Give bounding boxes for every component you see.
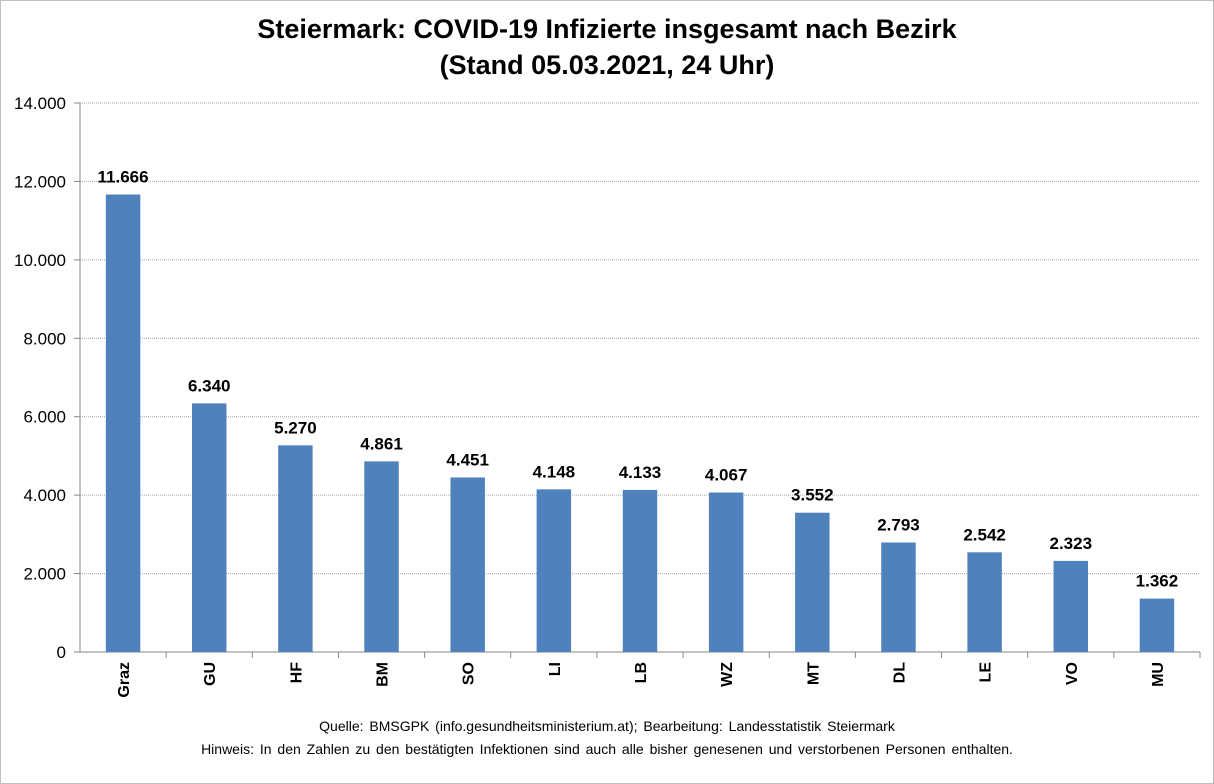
data-label: 4.451 (446, 450, 489, 469)
bar-dl (881, 542, 916, 652)
x-tick-label: BM (375, 662, 392, 687)
y-tick-label: 6.000 (23, 408, 66, 427)
data-label: 4.861 (360, 434, 403, 453)
bar-wz (708, 492, 744, 652)
data-label: 4.067 (705, 466, 748, 485)
y-tick-label: 8.000 (23, 329, 66, 348)
y-tick-label: 2.000 (23, 565, 66, 584)
bar-hf (278, 445, 313, 652)
x-tick-label: WZ (719, 662, 736, 687)
bar-bm (364, 461, 399, 652)
data-label: 11.666 (98, 168, 149, 187)
y-tick-label: 4.000 (23, 486, 66, 505)
x-tick-label: SO (461, 662, 478, 685)
data-label: 2.323 (1049, 534, 1092, 553)
x-tick-label: DL (891, 662, 908, 684)
y-tick-label: 10.000 (14, 251, 66, 270)
x-tick-label: HF (288, 662, 305, 684)
bar-mt (795, 512, 830, 652)
data-label: 4.133 (619, 463, 662, 482)
data-label: 5.270 (274, 418, 317, 437)
data-label: 2.542 (963, 525, 1006, 544)
x-tick-label: GU (202, 662, 219, 686)
data-label: 3.552 (791, 486, 834, 505)
y-tick-label: 14.000 (14, 94, 66, 113)
bar-graz (105, 194, 141, 653)
bar-lb (622, 489, 658, 652)
bar-vo (1053, 560, 1088, 652)
bar-li (536, 489, 572, 652)
x-tick-label: VO (1064, 662, 1081, 685)
hint-note: Hinweis: In den Zahlen zu den bestätigte… (201, 741, 1013, 757)
bar-le (967, 552, 1002, 652)
data-label: 4.148 (533, 462, 576, 481)
y-tick-label: 0 (57, 643, 66, 662)
data-label: 2.793 (877, 515, 920, 534)
y-tick-label: 12.000 (14, 172, 66, 191)
data-label: 6.340 (188, 376, 231, 395)
x-tick-label: MT (805, 662, 822, 685)
bar-mu (1139, 598, 1175, 652)
data-label: 1.362 (1136, 572, 1179, 591)
source-note: Quelle: BMSGPK (info.gesundheitsminister… (319, 718, 895, 734)
x-tick-label: LB (633, 662, 650, 683)
x-tick-label: LI (547, 662, 564, 676)
chart-title: Steiermark: COVID-19 Infizierte insgesam… (257, 14, 957, 44)
bar-so (450, 477, 485, 652)
x-tick-label: MU (1150, 662, 1167, 687)
bar-gu (192, 403, 227, 652)
chart-subtitle: (Stand 05.03.2021, 24 Uhr) (439, 50, 775, 80)
x-tick-label: Graz (116, 662, 133, 698)
x-tick-label: LE (978, 662, 995, 683)
